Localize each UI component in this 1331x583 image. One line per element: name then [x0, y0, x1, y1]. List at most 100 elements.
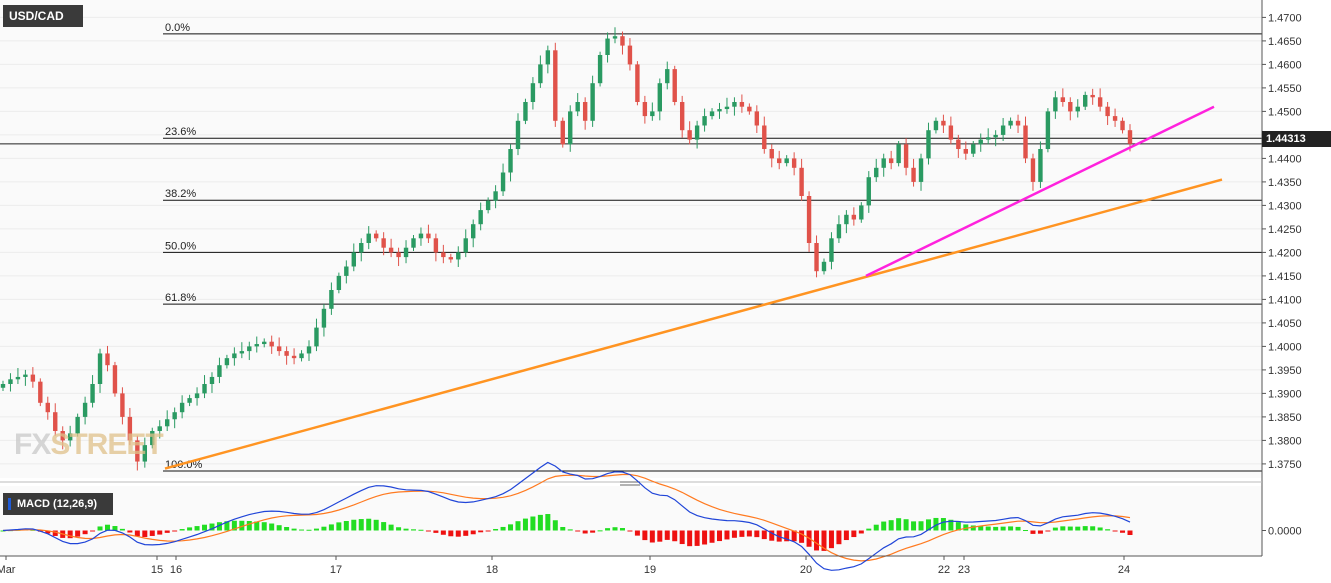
candle-body: [112, 365, 118, 394]
candle-body: [388, 247, 394, 253]
candle-body: [620, 36, 625, 46]
macd-histogram-bar: [1067, 526, 1073, 531]
candle-body: [97, 353, 103, 384]
candle: [523, 98, 528, 125]
watermark-part-2: STREET: [50, 428, 163, 461]
candle-body: [747, 106, 752, 112]
candle: [739, 94, 745, 113]
candle-body: [739, 102, 745, 107]
pane-splitter[interactable]: [620, 481, 640, 486]
macd-histogram-bar: [814, 530, 820, 551]
macd-histogram-bar: [731, 530, 737, 538]
candle-body: [217, 365, 222, 377]
macd-histogram-bar: [605, 528, 611, 531]
y-tick-label: 1.3800: [1268, 435, 1302, 447]
symbol-label[interactable]: USD/CAD: [3, 5, 83, 27]
candle-body: [560, 120, 565, 145]
candle-body: [150, 431, 155, 446]
candle: [717, 102, 722, 119]
candle: [799, 158, 804, 201]
candle: [1112, 108, 1118, 127]
macd-histogram-bar: [754, 530, 760, 538]
macd-histogram-bar: [963, 524, 969, 531]
candle-body: [1038, 149, 1043, 182]
macd-histogram-bar: [448, 530, 454, 537]
macd-histogram-bar: [619, 528, 625, 531]
candle-body: [926, 130, 931, 159]
candle-body: [500, 172, 506, 192]
fibonacci-levels: 0.0%23.6%38.2%50.0%61.8%100.0%: [0, 22, 1262, 472]
candle: [553, 42, 558, 127]
macd-histogram-bar: [336, 522, 342, 531]
x-tick-label: 24: [1118, 564, 1130, 576]
candle: [791, 152, 797, 176]
macd-histogram-bar: [851, 530, 857, 538]
candle-body: [888, 158, 894, 164]
candle: [269, 335, 274, 354]
candle: [1097, 88, 1103, 112]
macd-histogram-bar: [90, 530, 96, 532]
macd-histogram-bar: [955, 522, 961, 531]
macd-indicator-label[interactable]: MACD (12,26,9): [3, 493, 113, 515]
candle: [747, 103, 752, 115]
macd-histogram-bar: [306, 529, 312, 531]
candle-body: [605, 38, 610, 55]
candle: [903, 138, 909, 176]
candle: [127, 407, 133, 446]
macd-histogram-bar: [500, 526, 506, 531]
macd-histogram-bar: [157, 530, 163, 535]
macd-histogram-bar: [321, 526, 327, 531]
candle-body: [993, 134, 998, 138]
macd-histogram-bar: [313, 528, 319, 531]
candle-body: [829, 238, 834, 262]
candle: [433, 233, 439, 262]
candle: [933, 117, 939, 134]
macd-histogram-bar: [209, 523, 215, 531]
candle-body: [1060, 97, 1066, 102]
candle-body: [485, 200, 491, 211]
candle: [426, 224, 431, 243]
candle-body: [918, 158, 924, 182]
macd-histogram-bar: [791, 530, 797, 542]
macd-histogram-bar: [799, 530, 805, 543]
candle-body: [0, 384, 6, 388]
candle: [590, 75, 595, 127]
candle: [1045, 108, 1051, 153]
macd-histogram-bar: [925, 519, 931, 531]
candle-body: [1120, 120, 1125, 131]
macd-histogram-bar: [903, 519, 909, 531]
candle-body: [336, 275, 342, 290]
macd-histogram-bar: [1037, 530, 1043, 534]
macd-histogram-bar: [657, 530, 663, 542]
candle-body: [1105, 106, 1110, 117]
macd-histogram-bar: [560, 526, 566, 531]
macd-histogram-bar: [1030, 530, 1036, 534]
candle: [373, 230, 379, 242]
macd-histogram-bar: [418, 529, 424, 531]
candle-body: [202, 384, 207, 394]
candle: [709, 108, 715, 120]
candle-body: [978, 139, 983, 145]
candle-body: [276, 346, 282, 352]
macd-histogram-bar: [843, 530, 849, 541]
macd-histogram-bar: [366, 518, 372, 531]
candle: [471, 219, 476, 248]
candle-body: [30, 374, 36, 382]
trendlines: [164, 105, 1223, 470]
candle-body: [553, 50, 558, 121]
candlestick-series: [0, 27, 1133, 471]
macd-histogram-bar: [343, 520, 349, 531]
macd-histogram-bar: [717, 530, 723, 542]
macd-histogram-bar: [216, 522, 222, 531]
candle: [45, 396, 50, 420]
candle-body: [366, 233, 371, 243]
candle-body: [836, 224, 842, 239]
candle: [187, 394, 192, 407]
candle: [150, 427, 155, 449]
macd-histogram-bar: [1090, 526, 1096, 531]
candle-body: [642, 102, 648, 117]
macd-histogram-bar: [515, 521, 521, 531]
macd-histogram-bar: [328, 524, 334, 531]
candle: [866, 171, 871, 213]
